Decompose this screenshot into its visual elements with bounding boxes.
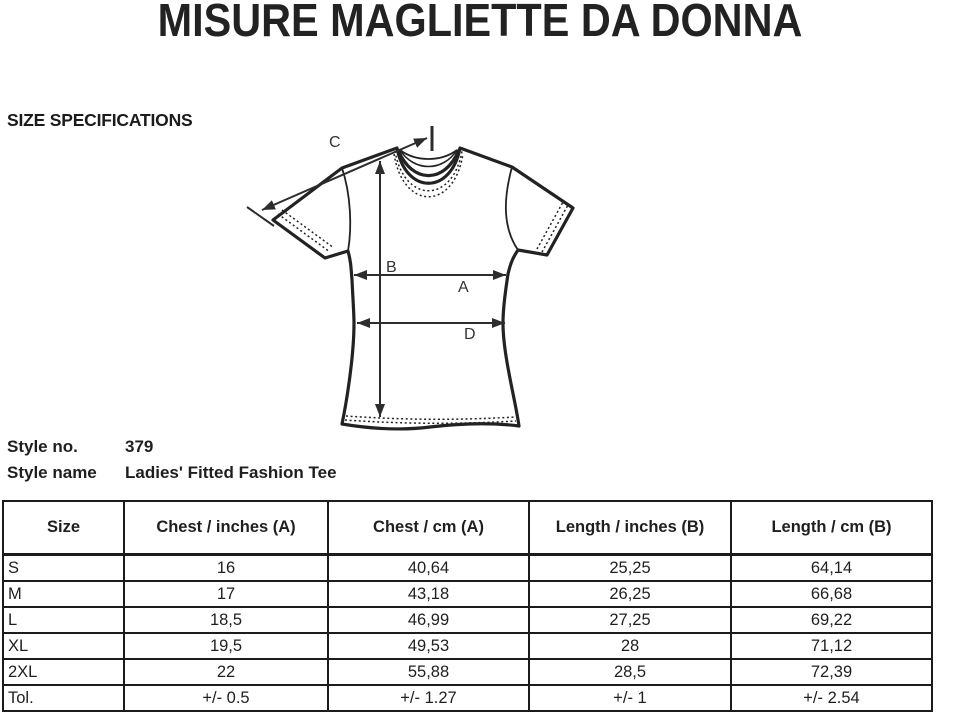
hem-stitch-2 — [344, 419, 517, 425]
style-info: Style no. 379 Style name Ladies' Fitted … — [7, 434, 337, 486]
table-cell: 16 — [123, 553, 329, 582]
table-cell: 19,5 — [123, 632, 329, 660]
style-no-value: 379 — [125, 437, 154, 456]
table-cell: +/- 1.27 — [327, 684, 530, 712]
page-title: MISURE MAGLIETTE DA DONNA — [157, 0, 803, 46]
table-row-tolerance: Tol. +/- 0.5 +/- 1.27 +/- 1 +/- 2.54 — [2, 684, 933, 712]
table-cell: 49,53 — [327, 632, 530, 660]
table-cell: +/- 0.5 — [123, 684, 329, 712]
table-row-m: M 17 43,18 26,25 66,68 — [2, 580, 933, 608]
table-cell: 18,5 — [123, 606, 329, 634]
table-cell: 17 — [123, 580, 329, 608]
table-cell: 28 — [528, 632, 732, 660]
column-header-length-cm: Length / cm (B) — [730, 500, 933, 556]
table-cell: L — [2, 606, 125, 634]
table-cell: 69,22 — [730, 606, 933, 634]
left-cuff-stitch-2 — [281, 209, 335, 249]
table-cell: 2XL — [2, 658, 125, 686]
style-name-value: Ladies' Fitted Fashion Tee — [125, 463, 337, 482]
style-no-row: Style no. 379 — [7, 434, 337, 460]
table-row-2xl: 2XL 22 55,88 28,5 72,39 — [2, 658, 933, 686]
table-cell: 46,99 — [327, 606, 530, 634]
measure-label-c: C — [329, 134, 341, 151]
section-heading: SIZE SPECIFICATIONS — [7, 110, 193, 130]
table-cell: 27,25 — [528, 606, 732, 634]
table-cell: 22 — [123, 658, 329, 686]
column-header-length-inches: Length / inches (B) — [528, 500, 732, 556]
left-cuff-stitch-1 — [277, 213, 331, 253]
table-cell: 28,5 — [528, 658, 732, 686]
table-cell: Tol. — [2, 684, 125, 712]
collar-back-neckline — [399, 149, 458, 160]
column-header-chest-inches: Chest / inches (A) — [123, 500, 329, 556]
table-row-s: S 16 40,64 25,25 64,14 — [2, 553, 933, 582]
table-cell: 25,25 — [528, 553, 732, 582]
table-cell: M — [2, 580, 125, 608]
table-cell: 40,64 — [327, 553, 530, 582]
tshirt-outline-path — [271, 146, 575, 431]
style-name-label: Style name — [7, 463, 97, 482]
table-cell: XL — [2, 632, 125, 660]
tshirt-measurement-diagram: C B A D — [230, 110, 630, 455]
table-cell: +/- 1 — [528, 684, 732, 712]
table-cell: +/- 2.54 — [730, 684, 933, 712]
table-cell: 66,68 — [730, 580, 933, 608]
table-cell: 71,12 — [730, 632, 933, 660]
style-no-label: Style no. — [7, 437, 78, 456]
table-cell: 55,88 — [327, 658, 530, 686]
collar-stitch-dashed-2 — [393, 153, 464, 198]
measure-label-b: B — [386, 259, 397, 276]
tshirt-diagram-svg: C B A D — [246, 126, 575, 431]
column-header-chest-cm: Chest / cm (A) — [327, 500, 530, 556]
table-row-l: L 18,5 46,99 27,25 69,22 — [2, 606, 933, 634]
table-row-xl: XL 19,5 49,53 28 71,12 — [2, 632, 933, 660]
table-cell: 26,25 — [528, 580, 732, 608]
table-cell: 43,18 — [327, 580, 530, 608]
hem-stitch-1 — [345, 415, 516, 421]
measure-arrow-c — [261, 137, 428, 211]
measure-label-d: D — [464, 326, 476, 343]
right-armhole-seam — [505, 166, 519, 251]
measure-label-a: A — [458, 279, 469, 296]
table-cell: 72,39 — [730, 658, 933, 686]
size-table-header-row: Size Chest / inches (A) Chest / cm (A) L… — [2, 500, 933, 556]
table-cell: 64,14 — [730, 553, 933, 582]
column-header-size: Size — [2, 500, 125, 556]
sleeve-end-tick — [246, 206, 275, 227]
table-cell: S — [2, 553, 125, 582]
style-name-row: Style name Ladies' Fitted Fashion Tee — [7, 460, 337, 486]
size-table: Size Chest / inches (A) Chest / cm (A) L… — [2, 500, 933, 712]
collar-stitch-dashed-1 — [394, 150, 463, 192]
